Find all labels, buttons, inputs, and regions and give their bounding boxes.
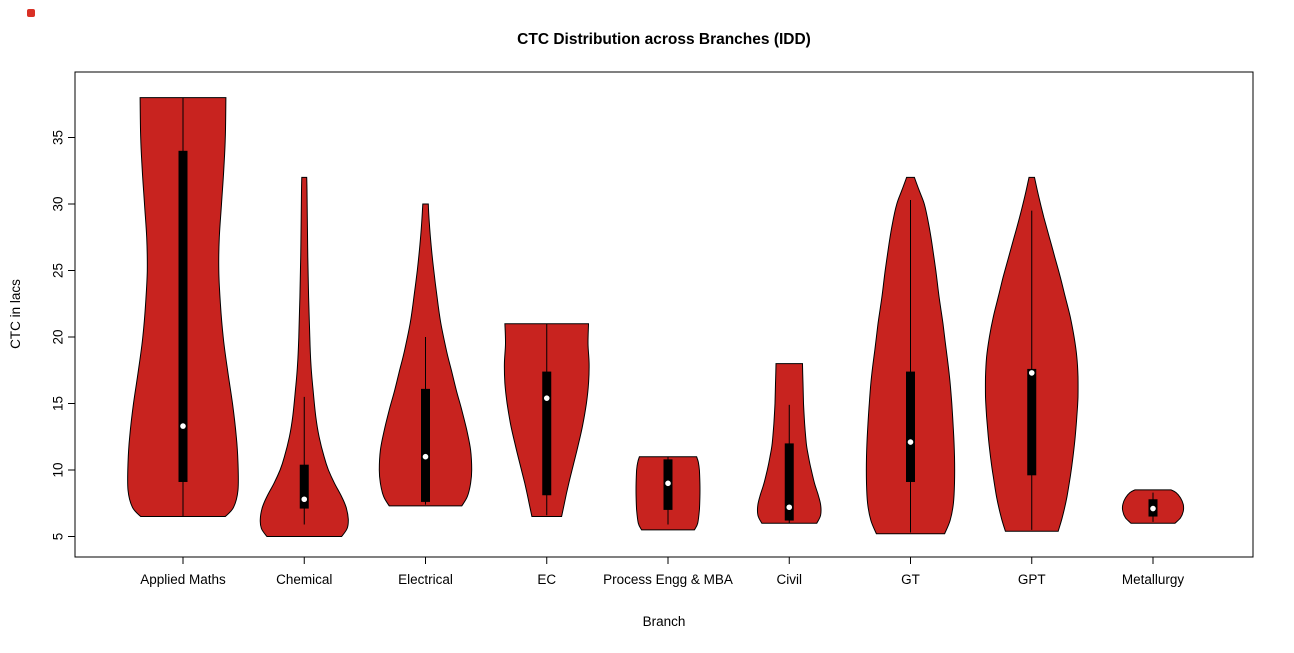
iqr-box-gpt — [1027, 368, 1037, 476]
iqr-box-gt — [906, 371, 915, 482]
y-tick-label: 10 — [51, 462, 66, 477]
y-tick-label: 5 — [51, 533, 66, 541]
median-dot-metallurgy — [1149, 504, 1157, 513]
chart-title: CTC Distribution across Branches (IDD) — [517, 31, 811, 48]
y-tick-label: 15 — [51, 396, 66, 411]
iqr-box-chemical — [299, 464, 309, 509]
x-category-label-chemical: Chemical — [276, 572, 332, 587]
x-category-label-electrical: Electrical — [398, 572, 453, 587]
iqr-box-civil — [784, 443, 794, 521]
violin-chemical — [259, 176, 349, 537]
x-category-label-civil: Civil — [777, 572, 803, 587]
y-tick-label: 35 — [51, 130, 66, 145]
x-category-label-gpt: GPT — [1018, 572, 1046, 587]
iqr-box-applied-maths — [178, 150, 188, 482]
plot-border — [74, 71, 1254, 558]
median-dot-electrical — [421, 452, 430, 461]
x-category-label-ec: EC — [537, 572, 556, 587]
median-dot-gt — [906, 438, 915, 446]
x-category-label-metallurgy: Metallurgy — [1122, 572, 1185, 587]
x-category-label-gt: GT — [901, 572, 920, 587]
y-tick-label: 30 — [51, 196, 66, 211]
median-dot-chemical — [300, 495, 309, 504]
y-axis-title: CTC in lacs — [8, 279, 23, 349]
x-axis-title: Branch — [643, 614, 686, 629]
y-tick-label: 25 — [51, 263, 66, 278]
iqr-box-ec — [542, 371, 552, 496]
plot-content: 5 10 15 20 25 30 35 Applied Maths Chemical Electr… — [51, 71, 1254, 587]
median-dot-process-engg-mba — [664, 479, 672, 488]
x-category-label-applied-maths: Applied Maths — [140, 572, 226, 587]
iqr-box-electrical — [421, 388, 430, 502]
stray-red-mark — [27, 9, 35, 17]
median-dot-civil — [785, 503, 794, 512]
median-dot-gpt — [1027, 369, 1036, 377]
median-dot-ec — [542, 394, 551, 402]
x-category-label-process-engg-mba: Process Engg & MBA — [603, 572, 733, 587]
y-tick-label: 20 — [51, 329, 66, 344]
median-dot-applied-maths — [179, 422, 187, 430]
